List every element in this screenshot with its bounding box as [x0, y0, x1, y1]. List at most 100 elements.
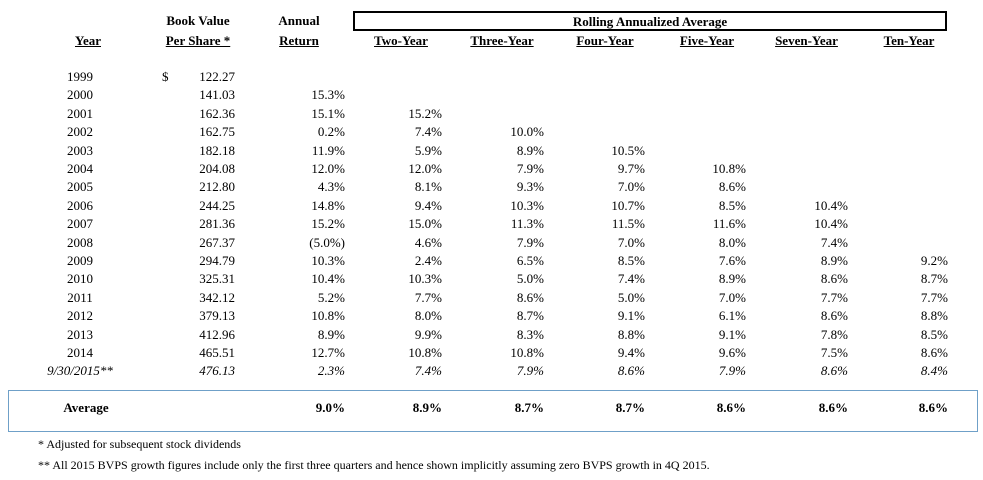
row-four-year: 10.5% — [611, 142, 645, 158]
table-row: 2001 162.36 15.1% 15.2% — [0, 106, 983, 124]
row-two-year: 15.0% — [408, 216, 442, 232]
row-two-year: 10.3% — [408, 271, 442, 287]
row-year: 2010 — [67, 271, 93, 287]
row-four-year: 8.8% — [617, 326, 645, 342]
row-two-year: 10.8% — [408, 345, 442, 360]
row-two-year: 8.1% — [414, 179, 442, 195]
footnote-2015: ** All 2015 BVPS growth figures include … — [38, 458, 710, 472]
row-five-year: 9.6% — [718, 345, 746, 360]
row-book-value: 412.96 — [199, 326, 235, 342]
row-seven-year: 7.7% — [820, 289, 848, 305]
row-five-year: 7.9% — [718, 363, 746, 379]
row-year: 2012 — [67, 308, 93, 324]
row-ten-year: 9.2% — [920, 253, 948, 268]
row-year: 2013 — [67, 326, 93, 342]
row-ten-year: 8.5% — [920, 326, 948, 342]
row-year: 2011 — [67, 289, 93, 305]
row-annual-return: 12.7% — [311, 345, 345, 360]
table-row: 2005 212.80 4.3% 8.1% 9.3% 7.0% 8.6% — [0, 179, 983, 197]
row-ten-year: 8.7% — [920, 271, 948, 287]
row-seven-year: 10.4% — [814, 197, 848, 213]
average-four-year: 8.7% — [615, 400, 645, 415]
row-seven-year: 8.6% — [820, 271, 848, 287]
row-seven-year: 7.5% — [820, 345, 848, 360]
row-three-year: 10.3% — [510, 197, 544, 213]
row-two-year: 7.7% — [414, 289, 442, 305]
row-three-year: 8.3% — [516, 326, 544, 342]
header-book-value-line1: Book Value — [166, 13, 230, 28]
row-three-year: 11.3% — [510, 216, 544, 232]
row-three-year: 9.3% — [516, 179, 544, 195]
row-annual-return: 5.2% — [317, 289, 345, 305]
row-four-year: 8.5% — [617, 253, 645, 268]
header-annual-line1: Annual — [278, 13, 320, 28]
table-row: 2006 244.25 14.8% 9.4% 10.3% 10.7% 8.5% 10.4% — [0, 198, 983, 216]
row-seven-year: 10.4% — [814, 216, 848, 232]
row-two-year: 9.4% — [414, 197, 442, 213]
header-annual-line2: Return — [279, 33, 319, 48]
row-year: 2006 — [67, 197, 93, 213]
row-annual-return: 10.8% — [311, 308, 345, 324]
row-three-year: 6.5% — [516, 253, 544, 268]
header-ten-year: Ten-Year — [883, 33, 935, 48]
table-row: 2012 379.13 10.8% 8.0% 8.7% 9.1% 6.1% 8.6% 8.8% — [0, 308, 983, 326]
table-row: 2013 412.96 8.9% 9.9% 8.3% 8.8% 9.1% 7.8% 8.5% — [0, 327, 983, 345]
row-two-year: 9.9% — [414, 326, 442, 342]
row-four-year: 7.4% — [617, 271, 645, 287]
row-two-year: 7.4% — [414, 124, 442, 140]
average-row: Average 9.0% 8.9% 8.7% 8.7% 8.6% 8.6% 8.… — [0, 400, 983, 420]
row-five-year: 6.1% — [718, 308, 746, 324]
row-five-year: 9.1% — [718, 326, 746, 342]
header-three-year: Three-Year — [470, 33, 534, 48]
row-three-year: 8.7% — [516, 308, 544, 324]
row-annual-return: 15.1% — [311, 105, 345, 121]
row-year: 2004 — [67, 161, 93, 176]
row-two-year: 7.4% — [414, 363, 442, 379]
row-annual-return: 14.8% — [311, 197, 345, 213]
row-two-year: 15.2% — [408, 105, 442, 121]
row-three-year: 7.9% — [516, 161, 544, 176]
dollar-sign: $ — [162, 69, 169, 84]
row-five-year: 8.5% — [718, 197, 746, 213]
row-seven-year: 8.6% — [820, 363, 848, 379]
row-book-value: 325.31 — [199, 271, 235, 287]
row-two-year: 5.9% — [414, 142, 442, 158]
row-annual-return: 15.2% — [311, 216, 345, 232]
average-annual-return: 9.0% — [315, 400, 345, 415]
average-label: Average — [63, 400, 109, 415]
row-five-year: 11.6% — [712, 216, 746, 232]
row-book-value: 182.18 — [199, 142, 235, 158]
row-three-year: 7.9% — [516, 363, 544, 379]
table-row: 1999 122.27 — [0, 69, 983, 87]
row-five-year: 8.6% — [718, 179, 746, 195]
row-ten-year: 8.8% — [920, 308, 948, 324]
row-year: 2008 — [67, 234, 93, 250]
row-book-value: 212.80 — [199, 179, 235, 195]
table-row: 2002 162.75 0.2% 7.4% 10.0% — [0, 124, 983, 142]
row-three-year: 5.0% — [516, 271, 544, 287]
row-year: 2002 — [67, 124, 93, 140]
row-three-year: 7.9% — [516, 234, 544, 250]
row-five-year: 7.0% — [718, 289, 746, 305]
row-book-value: 141.03 — [199, 87, 235, 103]
table-row: 9/30/2015** 476.13 2.3% 7.4% 7.9% 8.6% 7.9% 8.6… — [0, 363, 983, 381]
row-five-year: 7.6% — [718, 253, 746, 268]
row-ten-year: 8.6% — [920, 345, 948, 360]
row-four-year: 7.0% — [617, 234, 645, 250]
average-box — [8, 390, 978, 432]
row-book-value: 281.36 — [199, 216, 235, 232]
row-four-year: 9.7% — [617, 161, 645, 176]
row-four-year: 9.4% — [617, 345, 645, 360]
row-two-year: 2.4% — [414, 253, 442, 268]
row-annual-return: 2.3% — [317, 363, 345, 379]
header-four-year: Four-Year — [576, 33, 634, 48]
row-two-year: 4.6% — [414, 234, 442, 250]
row-two-year: 12.0% — [408, 161, 442, 176]
row-year: 2005 — [67, 179, 93, 195]
row-annual-return: 15.3% — [311, 87, 345, 103]
row-book-value: 162.75 — [199, 124, 235, 140]
header-year: Year — [75, 33, 101, 48]
row-annual-return: 8.9% — [317, 326, 345, 342]
row-year: 9/30/2015** — [47, 363, 113, 379]
row-four-year: 11.5% — [611, 216, 645, 232]
